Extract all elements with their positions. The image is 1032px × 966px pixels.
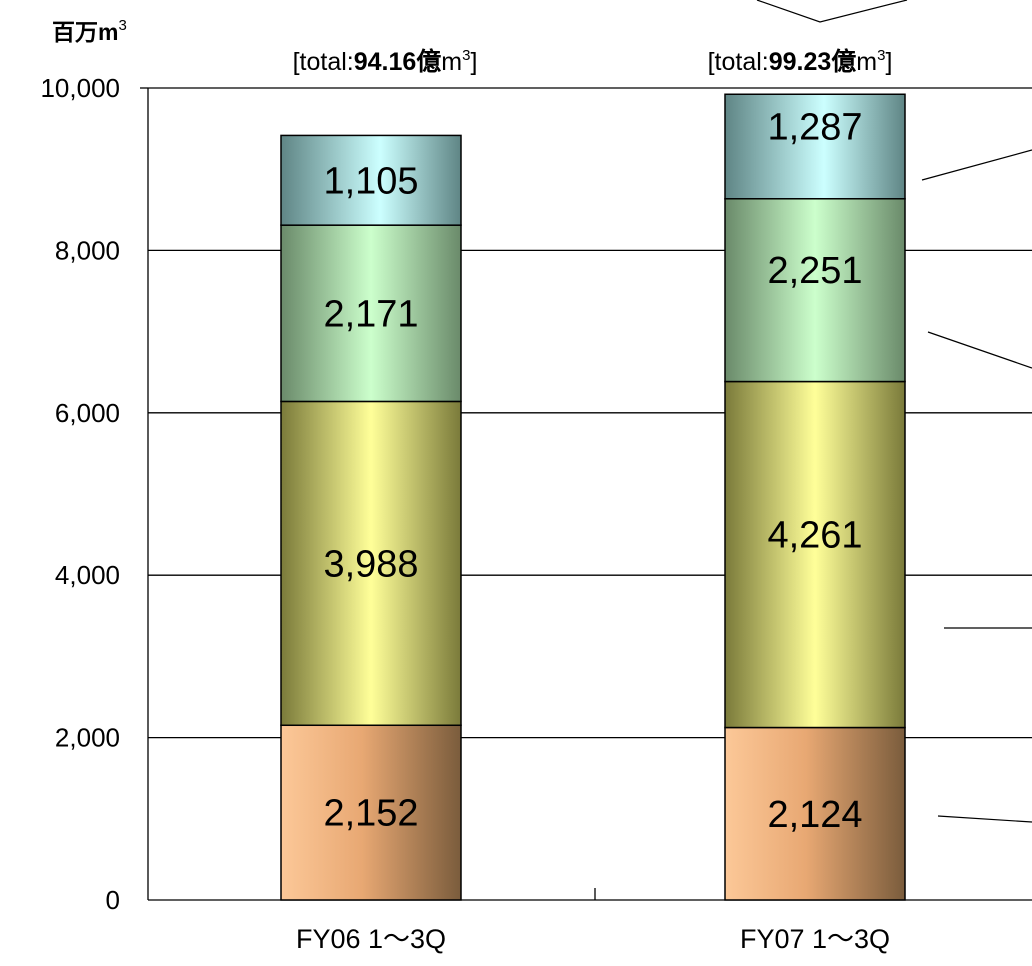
leader-line-4 bbox=[937, 815, 1032, 823]
bar-value-label: 2,124 bbox=[767, 794, 862, 836]
y-tick-label: 2,000 bbox=[55, 723, 120, 753]
bar-segment bbox=[280, 400, 462, 727]
total-label: [total:94.16億m3] bbox=[293, 47, 478, 76]
bar-segment bbox=[280, 724, 462, 901]
y-tick-label: 4,000 bbox=[55, 560, 120, 590]
bar-value-label: 2,171 bbox=[323, 293, 418, 335]
x-axis-categories: FY06 1～3Q FY07 1～3Q bbox=[296, 924, 890, 954]
bar-value-label: 3,988 bbox=[323, 543, 418, 585]
y-axis-ticks: 0 2,000 4,000 6,000 8,000 10,000 bbox=[40, 73, 120, 915]
bar-value-label: 2,152 bbox=[323, 793, 418, 835]
bar-value-label: 2,251 bbox=[767, 250, 862, 292]
x-category-label: FY06 1～3Q bbox=[296, 924, 446, 954]
bar-value-label: 4,261 bbox=[767, 515, 862, 557]
total-label: [total:99.23億m3] bbox=[708, 47, 893, 76]
leader-lines bbox=[756, 0, 1032, 823]
bar-value-label: 1,105 bbox=[323, 160, 418, 202]
bar-segment bbox=[724, 93, 906, 200]
bar-value-label: 1,287 bbox=[767, 107, 862, 149]
bar-segment bbox=[724, 380, 906, 729]
y-tick-label: 8,000 bbox=[55, 235, 120, 265]
bars: 2,152 3,988 2,171 1,105 2,124 4,261 2,251 1,287 bbox=[280, 93, 906, 901]
bar-segment bbox=[280, 224, 462, 403]
bar-segment bbox=[724, 726, 906, 901]
y-tick-label: 10,000 bbox=[40, 73, 120, 103]
bar-segment bbox=[280, 134, 462, 226]
y-tick-label: 6,000 bbox=[55, 398, 120, 428]
y-tick-label: 0 bbox=[106, 885, 120, 915]
total-labels: [total:94.16億m3] [total:99.23億m3] bbox=[293, 47, 893, 76]
leader-line-2 bbox=[927, 331, 1032, 369]
y-axis-unit: 百万m3 bbox=[52, 17, 127, 45]
leader-line-1 bbox=[921, 149, 1032, 181]
top-callout-line bbox=[756, 0, 908, 23]
x-category-label: FY07 1～3Q bbox=[740, 924, 890, 954]
